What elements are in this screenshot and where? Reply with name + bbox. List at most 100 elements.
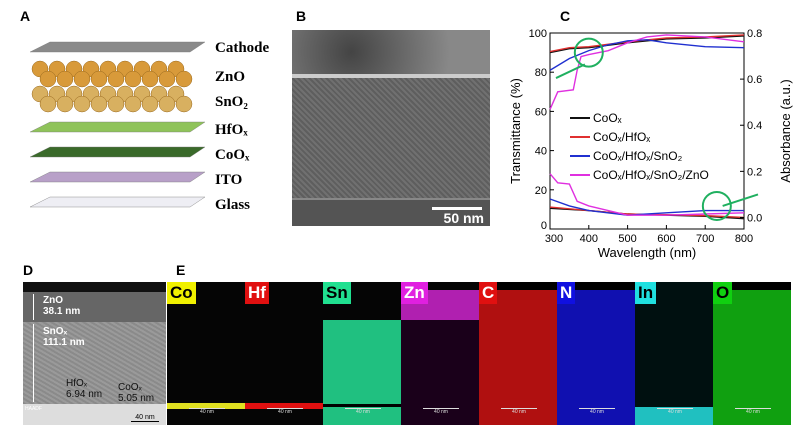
nanoparticle — [141, 95, 159, 113]
y2-tick-label: 0.6 — [747, 74, 762, 86]
panel-label-a: A — [20, 8, 31, 24]
eds-map-n: N 40 nm — [557, 282, 635, 425]
layer-6 — [29, 196, 206, 208]
layer-0 — [29, 41, 206, 53]
nanoparticle — [39, 95, 57, 113]
y-tick-label: 40 — [535, 146, 547, 158]
x-tick-label: 700 — [696, 233, 714, 245]
layer-slab — [29, 41, 206, 53]
y2-tick-label: 0.8 — [747, 28, 762, 40]
map-scale-bar: 40 nm — [501, 408, 537, 415]
y-tick-label: 80 — [535, 67, 547, 79]
zno-thickness: 38.1 nm — [43, 306, 81, 317]
tem-image: 50 nm — [292, 30, 490, 226]
layer-label: CoOₓ — [215, 147, 250, 163]
nanoparticle — [56, 70, 74, 88]
map-scale-bar: 40 nm — [267, 408, 303, 415]
element-tag: Sn — [323, 282, 351, 304]
y2-tick-label: 0.2 — [747, 166, 762, 178]
layer-label: ITO — [215, 172, 242, 188]
nanoparticle — [141, 70, 159, 88]
x-tick-label: 400 — [580, 233, 598, 245]
layer-1 — [31, 60, 193, 88]
eds-map-in: In 40 nm — [635, 282, 713, 425]
legend-entry: CoOₓ/HfOₓ/SnO₂/ZnO — [593, 168, 709, 182]
x-tick-label: 600 — [657, 233, 675, 245]
element-tag: Zn — [401, 282, 428, 304]
highlight-circle — [573, 37, 604, 68]
map-scale-bar: 40 nm — [189, 408, 225, 415]
layer-label: ZnO — [215, 69, 245, 85]
element-tag: C — [479, 282, 498, 304]
eds-map-co: Co 40 nm — [167, 282, 245, 425]
layer-label: SnO₂ — [215, 94, 248, 110]
layer-slab — [29, 146, 206, 158]
haadf-scale-bar: 40 nm — [131, 414, 159, 422]
arrow-right-icon — [722, 193, 759, 207]
highlight-circle — [701, 190, 732, 221]
y-tick-label: 0 — [541, 220, 547, 232]
layer-label: Glass — [215, 197, 250, 213]
x-tick-label: 300 — [545, 233, 563, 245]
y2-tick-label: 0.4 — [747, 120, 762, 132]
element-tag: Co — [167, 282, 196, 304]
sno-label: SnOₓ — [43, 326, 68, 337]
element-tag: O — [713, 282, 733, 304]
sno-thickness: 111.1 nm — [43, 337, 85, 348]
transmittance-absorbance-chart: CoOₓ CoOₓ/HfOₓ CoOₓ/HfOₓ/SnO₂ CoOₓ/HfOₓ/SnO… — [510, 28, 793, 260]
eds-map-sn: Sn 40 nm — [323, 282, 401, 425]
layer-slab — [29, 121, 206, 133]
scale-bar-label: 50 nm — [443, 210, 484, 226]
x-axis-label: Wavelength (nm) — [598, 245, 697, 260]
eds-map-c: C 40 nm — [479, 282, 557, 425]
eds-map-zn: Zn 40 nm — [401, 282, 479, 425]
layer-3 — [29, 121, 206, 133]
layer-label: HfOₓ — [215, 122, 248, 138]
hfo-label: HfOₓ — [66, 378, 88, 389]
layer-4 — [29, 146, 206, 158]
map-scale-bar: 40 nm — [657, 408, 693, 415]
nanoparticle — [158, 95, 176, 113]
panel-label-d: D — [23, 262, 34, 278]
plot-frame — [549, 32, 745, 230]
series-transmittance-3 — [549, 34, 745, 110]
map-scale-bar: 40 nm — [735, 408, 771, 415]
nanoparticle — [39, 70, 57, 88]
nanoparticle — [175, 95, 193, 113]
element-tag: In — [635, 282, 657, 304]
eds-map-o: O 40 nm — [713, 282, 791, 425]
panel-label-e: E — [176, 262, 186, 278]
haadf-tag: HAADF — [25, 406, 42, 412]
element-tag: Hf — [245, 282, 269, 304]
arrow-left-icon — [555, 63, 586, 79]
nanoparticle — [124, 95, 142, 113]
y-tick-label: 100 — [529, 28, 547, 40]
nanoparticle — [73, 70, 91, 88]
nanoparticle — [56, 95, 74, 113]
panel-label-b: B — [296, 8, 307, 24]
map-scale-bar: 40 nm — [423, 408, 459, 415]
eds-map-hf: Hf 40 nm — [245, 282, 323, 425]
element-tag: N — [557, 282, 576, 304]
layer-slab — [29, 171, 206, 183]
y-tick-label: 60 — [535, 106, 547, 118]
nanoparticle — [158, 70, 176, 88]
nanoparticle — [73, 95, 91, 113]
y2-tick-label: 0.0 — [747, 212, 762, 224]
layer-2 — [31, 85, 193, 113]
y-tick-label: 20 — [535, 185, 547, 197]
panel-label-c: C — [560, 8, 571, 24]
layer-slab — [29, 196, 206, 208]
legend-entry: CoOₓ/HfOₓ/SnO₂ — [593, 149, 683, 163]
coo-thickness: 5.05 nm — [118, 393, 155, 404]
device-stack-illustration: Cathode ZnO SnO₂ HfOₓ CoOₓ ITO Glass — [29, 40, 270, 213]
series-absorbance-3 — [549, 173, 745, 216]
coo-label: CoOₓ — [118, 382, 142, 393]
nanoparticle — [107, 70, 125, 88]
nanoparticle — [107, 95, 125, 113]
x-tick-label: 500 — [618, 233, 636, 245]
haadf-image: ZnO 38.1 nm SnOₓ 111.1 nm HfOₓ 6.94 nm CoOₓ… — [23, 282, 166, 425]
map-scale-bar: 40 nm — [345, 408, 381, 415]
y-axis-label: Transmittance (%) — [510, 78, 523, 184]
nanoparticle — [90, 70, 108, 88]
